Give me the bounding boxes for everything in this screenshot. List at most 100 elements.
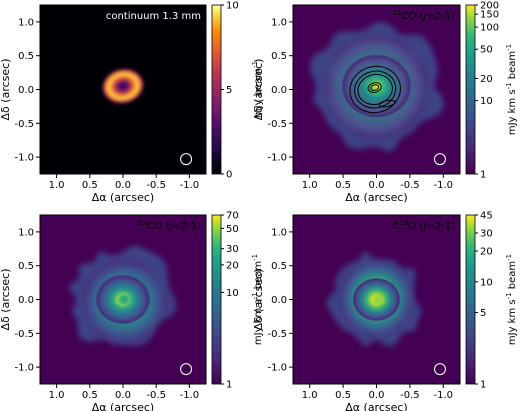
colorbar-gradient — [211, 214, 222, 385]
colorbar-tick-label: 30 — [226, 244, 239, 255]
colorbar-tick-label: 70 — [226, 211, 239, 222]
panel-title: C18O (J=2-1) — [393, 219, 456, 232]
y-axis-label: Δδ (arcsec) — [252, 59, 265, 121]
y-tick-label: -0.5 — [14, 119, 34, 130]
colorbar-tick-label: 20 — [226, 260, 239, 271]
x-tick-label: 0.5 — [335, 180, 351, 191]
x-tick-label: 1.0 — [302, 390, 318, 401]
x-axis-label: Δα (arcsec) — [92, 191, 154, 204]
plot-area-continuum — [40, 5, 206, 174]
x-tick-label: 0.0 — [369, 390, 385, 401]
panel-12co: 1.0 0.5 0.0 -0.5 -1.0 1.0 0.5 0.0 -0.5 -1.0 Δα (ar… — [252, 1, 518, 205]
colorbar-gradient — [465, 4, 476, 175]
y-tick-label: -0.5 — [267, 329, 287, 340]
y-tick-label: 0.5 — [271, 261, 287, 272]
colorbar-gradient — [465, 214, 476, 385]
colorbar-tick-label: 5 — [480, 308, 486, 319]
x-tick-label: -0.5 — [146, 390, 166, 401]
beam-marker — [433, 153, 446, 166]
x-tick-label: 0.0 — [115, 390, 131, 401]
colorbar-tick-label: 45 — [480, 211, 493, 222]
colorbar-tick-label: 0 — [226, 170, 232, 181]
x-tick-label: 0.5 — [82, 180, 98, 191]
y-tick-label: 1.0 — [18, 17, 34, 28]
colorbar: 0 5 10 mJy beam-1 — [211, 1, 264, 181]
emission-center — [341, 54, 412, 118]
y-axis-label: Δδ (arcsec) — [0, 59, 12, 121]
y-tick-label: 1.0 — [271, 17, 287, 28]
colorbar: 1 5 10 20 30 45 mJy km s-1 beam-1 — [465, 211, 518, 391]
x-tick-label: 0.0 — [115, 180, 131, 191]
plot-area-12co — [293, 5, 460, 174]
x-tick-label: 1.0 — [302, 180, 318, 191]
x-tick-label: 0.5 — [82, 390, 98, 401]
x-tick-label: 1.0 — [49, 180, 65, 191]
colorbar-tick-label: 50 — [226, 224, 239, 235]
x-tick-label: -1.0 — [180, 390, 200, 401]
emission-hole — [373, 295, 384, 304]
colorbar-tick-label: 100 — [480, 23, 499, 34]
y-tick-label: 0.0 — [271, 85, 287, 96]
panel-title: 13CO (J=2-1) — [139, 219, 202, 232]
colorbar-tick-label: 10 — [226, 288, 239, 299]
y-tick-label: 0.0 — [271, 295, 287, 306]
contour-line — [378, 99, 396, 108]
y-tick-label: -1.0 — [267, 153, 287, 164]
colorbar-tick-label: 1 — [480, 380, 486, 391]
y-tick-label: -0.5 — [267, 119, 287, 130]
x-tick-label: -1.0 — [434, 180, 454, 191]
colorbar-tick-label: 10 — [480, 96, 493, 107]
panel-continuum: 1.0 0.5 0.0 -0.5 -1.0 1.0 0.5 0.0 -0.5 -1.0 Δα (ar… — [0, 1, 264, 205]
x-tick-label: 0.0 — [369, 180, 385, 191]
x-tick-label: 1.0 — [49, 390, 65, 401]
beam-marker — [433, 363, 446, 376]
colorbar-tick-label: 10 — [480, 277, 493, 288]
x-axis-label: Δα (arcsec) — [345, 401, 407, 411]
colorbar-tick-label: 20 — [480, 74, 493, 85]
colorbar-label: mJy km s-1 beam-1 — [505, 44, 518, 135]
y-tick-label: 0.0 — [18, 85, 34, 96]
x-tick-label: -0.5 — [400, 180, 420, 191]
colorbar-tick-label: 150 — [480, 10, 499, 21]
y-tick-label: -1.0 — [14, 153, 34, 164]
x-tick-label: 0.5 — [335, 390, 351, 401]
colorbar: 1 10 20 30 50 70 mJy km s-1 beam-1 — [211, 211, 264, 391]
colorbar-gradient — [211, 4, 222, 175]
y-tick-label: 0.5 — [18, 51, 34, 62]
x-axis-label: Δα (arcsec) — [345, 191, 407, 204]
colorbar-label: mJy km s-1 beam-1 — [251, 254, 264, 345]
contour-line — [367, 82, 382, 93]
colorbar-label: mJy km s-1 beam-1 — [505, 254, 518, 345]
panel-c18o: 1.0 0.5 0.0 -0.5 -1.0 1.0 0.5 0.0 -0.5 -1.0 Δα (ar… — [252, 211, 518, 411]
contour-line — [354, 70, 397, 109]
x-tick-label: -0.5 — [146, 180, 166, 191]
beam-marker — [180, 153, 193, 166]
panel-title: continuum 1.3 mm — [106, 11, 201, 22]
plot-area-c18o — [293, 215, 460, 384]
colorbar-tick-label: 10 — [226, 1, 239, 12]
panel-title: 12CO (J=2-1) — [393, 9, 456, 22]
emission-hole — [120, 295, 130, 304]
colorbar-tick-label: 20 — [480, 247, 493, 258]
y-axis-label: Δδ (arcsec) — [252, 269, 265, 331]
beam-marker — [180, 363, 193, 376]
y-tick-label: -0.5 — [14, 329, 34, 340]
colorbar-tick-label: 50 — [480, 45, 493, 56]
y-tick-label: 0.5 — [271, 51, 287, 62]
colorbar-tick-label: 200 — [480, 1, 499, 12]
y-axis-label: Δδ (arcsec) — [0, 269, 12, 331]
colorbar-tick-label: 5 — [226, 85, 232, 96]
colorbar-tick-label: 30 — [480, 229, 493, 240]
x-tick-label: -1.0 — [180, 180, 200, 191]
y-tick-label: 1.0 — [271, 227, 287, 238]
y-tick-label: 1.0 — [18, 227, 34, 238]
y-tick-label: 0.5 — [18, 261, 34, 272]
colorbar-label: mJy beam-1 — [251, 61, 264, 118]
contour-line — [349, 65, 401, 114]
x-axis-label: Δα (arcsec) — [92, 401, 154, 411]
y-tick-label: -1.0 — [14, 363, 34, 374]
contour-line — [370, 84, 380, 91]
colorbar-tick-label: 1 — [226, 380, 232, 391]
